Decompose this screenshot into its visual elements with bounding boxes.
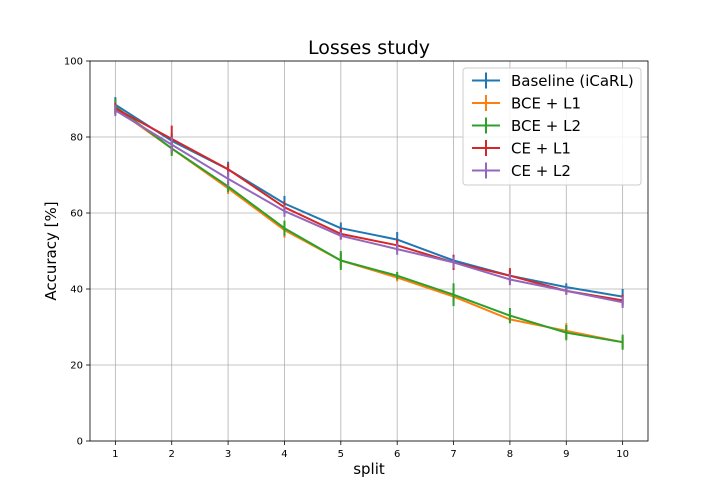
x-tick-label: 3 xyxy=(225,449,231,460)
legend-item: Baseline (iCaRL) xyxy=(472,72,634,90)
legend-item: CE + L2 xyxy=(472,162,571,180)
x-tick-label: 4 xyxy=(281,449,287,460)
legend-label: Baseline (iCaRL) xyxy=(511,72,634,90)
series-line xyxy=(114,107,623,302)
legend-label: BCE + L1 xyxy=(511,95,581,113)
x-tick-label: 9 xyxy=(563,449,569,460)
x-tick-label: 1 xyxy=(112,449,118,460)
y-tick-label: 80 xyxy=(70,133,83,144)
x-tick-label: 6 xyxy=(394,449,400,460)
y-axis-label: Accuracy [%] xyxy=(42,201,60,300)
x-tick-label: 2 xyxy=(169,449,175,460)
legend-label: CE + L1 xyxy=(511,140,571,158)
legend-label: CE + L2 xyxy=(511,162,571,180)
legend-item: CE + L1 xyxy=(472,140,571,158)
series-layer xyxy=(114,97,624,350)
series-5 xyxy=(114,104,624,308)
x-axis-ticks: 1 2 3 4 5 6 7 8 9 10 xyxy=(112,441,629,460)
x-tick-label: 8 xyxy=(507,449,513,460)
legend: Baseline (iCaRL) BCE + L1 BCE + L2 CE + L1 C… xyxy=(462,67,642,186)
series-line xyxy=(114,109,623,304)
x-axis-label: split xyxy=(353,460,385,478)
y-tick-label: 40 xyxy=(70,285,83,296)
legend-item: BCE + L2 xyxy=(472,117,581,135)
x-tick-label: 5 xyxy=(338,449,344,460)
series-line xyxy=(114,105,623,344)
y-tick-label: 100 xyxy=(64,57,83,68)
legend-item: BCE + L1 xyxy=(472,95,581,113)
y-tick-label: 20 xyxy=(70,361,83,372)
chart-title: Losses study xyxy=(308,37,430,59)
plot-frame xyxy=(89,60,649,442)
x-tick-label: 7 xyxy=(450,449,456,460)
y-tick-label: 60 xyxy=(70,209,83,220)
legend-box xyxy=(462,67,642,186)
x-tick-label: 10 xyxy=(616,449,629,460)
y-tick-label: 0 xyxy=(77,437,83,448)
y-axis-ticks: 0 20 40 60 80 100 xyxy=(64,57,90,448)
legend-label: BCE + L2 xyxy=(511,117,581,135)
